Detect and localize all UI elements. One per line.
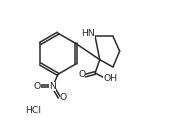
Text: O: O bbox=[60, 93, 67, 102]
Text: O: O bbox=[78, 70, 85, 79]
Text: HCl: HCl bbox=[25, 106, 42, 115]
Text: HN: HN bbox=[82, 29, 95, 38]
Text: O: O bbox=[34, 82, 41, 91]
Text: N: N bbox=[49, 82, 56, 91]
Text: OH: OH bbox=[103, 74, 117, 83]
